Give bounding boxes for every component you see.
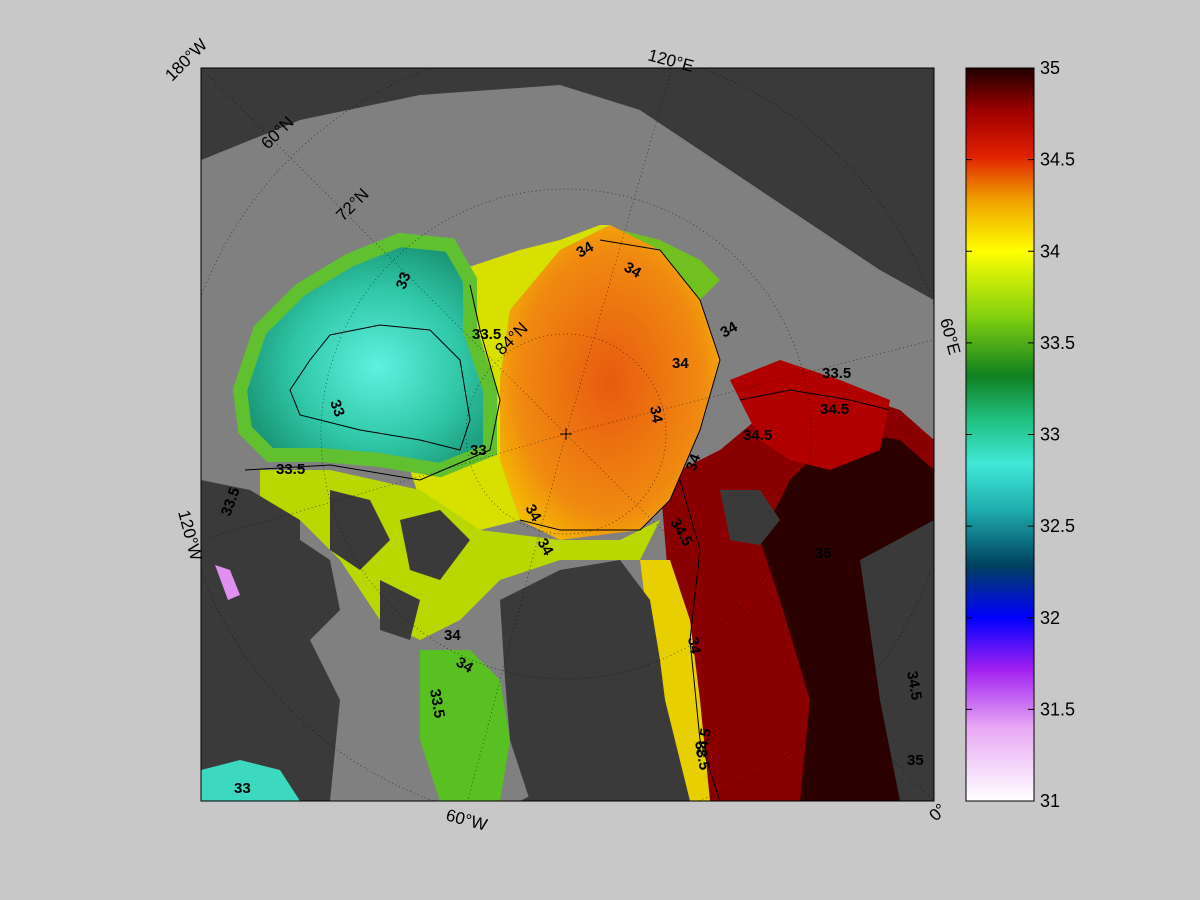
map-panel: 33 33 33 33 33.5 33.5 33.5 33.5 33.5 33.…: [201, 68, 934, 801]
colorbar-tick-label: 32.5: [1040, 516, 1075, 536]
pole-marker: [560, 428, 572, 440]
svalbard: [720, 490, 780, 545]
contour-label: 33.5: [822, 365, 851, 382]
contour-label: 34: [522, 502, 545, 526]
low-salinity-patch: [215, 565, 240, 600]
contour-label: 34: [534, 536, 557, 560]
contour-label: 34: [684, 636, 704, 656]
contour-label: 34: [574, 238, 598, 261]
north-america-land: [201, 480, 340, 801]
contour-label: 33: [393, 270, 415, 291]
lon-label-0: 0°: [925, 800, 950, 825]
contour-label: 34: [718, 318, 742, 341]
alaska-land: [201, 68, 420, 160]
scandinavia-land: [860, 520, 934, 801]
colorbar-tick-label: 31.5: [1040, 699, 1075, 719]
siberian-shelf-green: [620, 230, 720, 300]
beaufort-rim-green: [232, 232, 497, 478]
contour-label: 35: [815, 545, 832, 562]
colorbar-tick-label: 32: [1040, 608, 1060, 628]
contour-label: 35: [907, 752, 924, 769]
graticule: [201, 68, 934, 801]
contour-label: 34.5: [903, 670, 925, 702]
colorbar-tick-label: 34.5: [1040, 150, 1075, 170]
colorbar: 31 31.5 32 32.5 33 33.5 34 34.5 35: [965, 58, 1075, 811]
contour-label: 33: [470, 442, 487, 459]
contour-label: 34.5: [693, 727, 715, 759]
colorbar-tick-label: 34: [1040, 241, 1060, 261]
contour-label: 33.5: [426, 688, 448, 720]
colorbar-ticks: 31 31.5 32 32.5 33 33.5 34 34.5 35: [966, 58, 1075, 811]
contour-label: 34.5: [820, 401, 849, 418]
contour-label: 34: [621, 259, 645, 282]
greenland: [500, 560, 670, 801]
contour-label: 33.5: [691, 740, 713, 772]
colorbar-tick-label: 31: [1040, 791, 1060, 811]
colorbar-tick-label: 33.5: [1040, 333, 1075, 353]
colorbar-tick-label: 33: [1040, 425, 1060, 445]
contour-label: 34: [672, 355, 689, 372]
baffin-bay: [420, 650, 510, 801]
central-arctic-water: [500, 225, 720, 540]
colorbar-gradient: [966, 68, 1034, 801]
lon-label-60w: 60°W: [444, 806, 489, 835]
contour-label: 34: [444, 627, 461, 644]
hudson-bay-water: [201, 760, 300, 801]
shelf-area-west: [201, 210, 340, 400]
contour-label: 33.5: [276, 461, 305, 478]
eurasia-land: [560, 68, 934, 300]
beaufort-gyre: [240, 240, 490, 470]
colorbar-tick-label: 35: [1040, 58, 1060, 78]
contour-label-group: 33 33 33 33 33.5 33.5 33.5 33.5 33.5 33.…: [218, 238, 925, 797]
contour-label: 33.5: [472, 326, 501, 343]
contour-label: 34.5: [743, 427, 772, 444]
canadian-islands: [290, 490, 470, 640]
map-border: [200, 67, 935, 802]
contour-label: 33: [326, 398, 348, 419]
contour-label: 34: [453, 654, 477, 677]
greenland-east-coast: [640, 560, 710, 801]
contour-lines: [244, 239, 891, 801]
barents-sea: [730, 360, 890, 470]
contour-label: 34: [646, 405, 666, 425]
contour-label: 34: [683, 451, 705, 473]
contour-label: 33: [234, 780, 251, 797]
lon-label-60e: 60°E: [936, 316, 964, 357]
